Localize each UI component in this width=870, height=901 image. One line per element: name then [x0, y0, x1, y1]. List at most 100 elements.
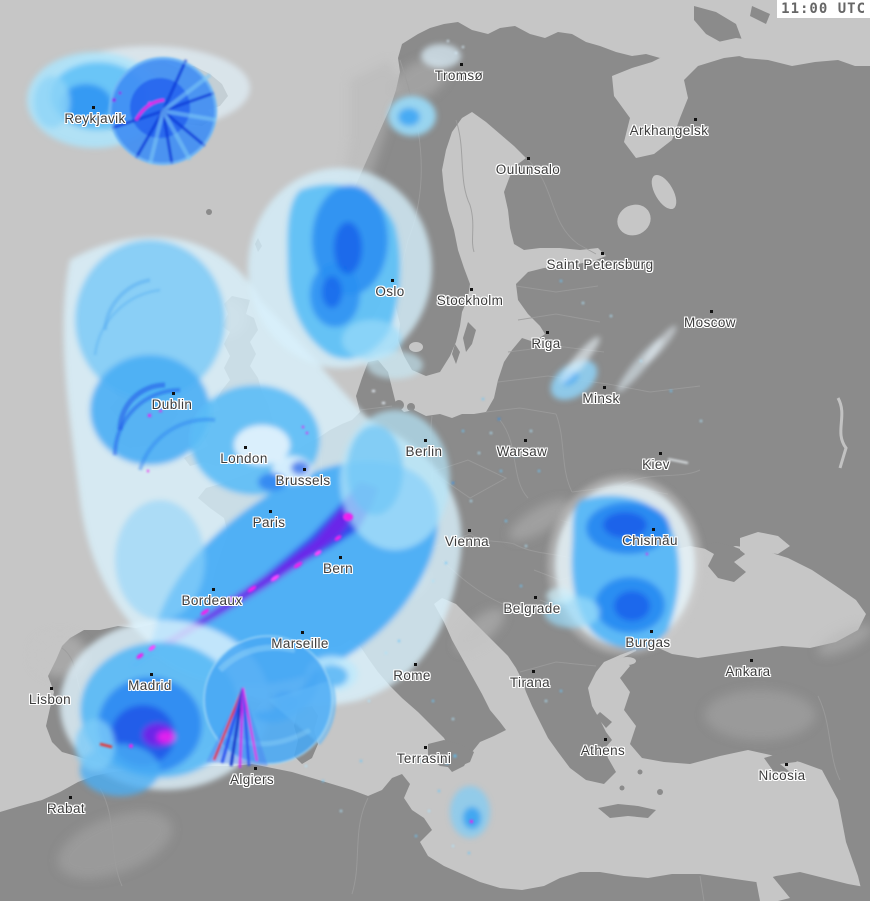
- island-euboea: [596, 712, 612, 728]
- city-label: Nicosia: [758, 768, 806, 783]
- city-label: Paris: [252, 515, 286, 530]
- radar-rings-ireland: [93, 278, 216, 471]
- island-faroe: [206, 209, 212, 215]
- timestamp-badge: 11:00 UTC: [777, 0, 870, 18]
- lake-ladoga: [617, 204, 651, 236]
- city-dot-icon: [172, 392, 175, 395]
- city-label: Bordeaux: [181, 593, 243, 608]
- city-label: Saint Petersburg: [546, 257, 654, 272]
- island-aegean-2: [601, 769, 607, 775]
- city-label: Brussels: [275, 473, 331, 488]
- city-label: Athens: [580, 743, 626, 758]
- city-dot-icon: [524, 439, 527, 442]
- city-label: Algiers: [229, 772, 275, 787]
- island-arctic-small: [750, 6, 770, 24]
- city-label: Berlin: [405, 444, 443, 459]
- island-aegean-4: [637, 769, 643, 775]
- city-label: Burgas: [625, 635, 671, 650]
- island-crete: [598, 804, 656, 818]
- city-label: Chisinău: [622, 533, 678, 548]
- city-dot-icon: [603, 386, 606, 389]
- city-dot-icon: [92, 106, 95, 109]
- city-label: Tirana: [509, 675, 551, 690]
- city-label: Terrasini: [396, 751, 452, 766]
- city-label: Moscow: [684, 315, 736, 330]
- city-dot-icon: [150, 673, 153, 676]
- city-dot-icon: [470, 288, 473, 291]
- city-dot-icon: [468, 529, 471, 532]
- island-gotland: [463, 322, 476, 352]
- magenta-specks-ireland: [147, 410, 162, 472]
- city-dot-icon: [710, 310, 713, 313]
- city-label: Warsaw: [496, 444, 548, 459]
- city-dot-icon: [527, 157, 530, 160]
- island-zealand: [394, 400, 404, 410]
- city-label: Rome: [393, 668, 431, 683]
- island-cyprus: [764, 746, 810, 772]
- black-sea-details: [611, 397, 848, 669]
- city-dot-icon: [424, 746, 427, 749]
- lake-onega: [651, 174, 677, 210]
- city-dot-icon: [750, 659, 753, 662]
- city-label: Ankara: [725, 664, 771, 679]
- timestamp-label: 11:00 UTC: [781, 1, 866, 17]
- city-label: Bern: [322, 561, 354, 576]
- lake-vanern: [409, 342, 423, 352]
- city-dot-icon: [244, 446, 247, 449]
- city-label: Oulunsalo: [495, 162, 561, 177]
- city-label: Vienna: [444, 534, 490, 549]
- city-dot-icon: [460, 63, 463, 66]
- city-label: Tromsø: [434, 68, 484, 83]
- island-oland: [452, 344, 460, 364]
- red-sea-tip: [756, 876, 790, 901]
- city-label: Stockholm: [436, 293, 504, 308]
- city-dot-icon: [303, 468, 306, 471]
- city-dot-icon: [650, 630, 653, 633]
- city-label: Lisbon: [28, 692, 72, 707]
- radar-sweep-spain: [99, 635, 337, 769]
- city-dot-icon: [532, 670, 535, 673]
- city-dot-icon: [69, 796, 72, 799]
- city-label: Riga: [531, 336, 561, 351]
- landmass-eurasia: [46, 22, 870, 901]
- city-dot-icon: [694, 118, 697, 121]
- city-label: Arkhangelsk: [629, 123, 709, 138]
- crimea-peninsula: [700, 542, 748, 582]
- magenta-streaks-france: [136, 426, 353, 659]
- city-label: Belgrade: [503, 601, 561, 616]
- city-dot-icon: [424, 439, 427, 442]
- speckle-layer: [305, 40, 702, 854]
- city-dot-icon: [652, 528, 655, 531]
- city-dot-icon: [659, 452, 662, 455]
- city-dot-icon: [391, 279, 394, 282]
- sea-of-azov: [740, 532, 790, 558]
- white-sea: [612, 38, 768, 158]
- city-dot-icon: [604, 738, 607, 741]
- landmass-africa: [0, 764, 870, 901]
- city-label: Dublin: [151, 397, 193, 412]
- city-label: Marseille: [271, 636, 329, 651]
- volga-reservoir: [836, 397, 848, 469]
- city-label: Kiev: [642, 457, 670, 472]
- island-aegean-3: [619, 785, 625, 791]
- city-dot-icon: [269, 510, 272, 513]
- island-funen: [407, 403, 415, 411]
- island-sicily: [428, 740, 474, 768]
- city-label: London: [220, 451, 268, 466]
- city-dot-icon: [785, 763, 788, 766]
- city-dot-icon: [601, 252, 604, 255]
- precipitation-layer: [27, 44, 703, 838]
- city-dot-icon: [534, 596, 537, 599]
- radar-sweep-iceland: [108, 56, 218, 166]
- island-aegean-1: [585, 755, 591, 761]
- city-dot-icon: [301, 631, 304, 634]
- city-dot-icon: [50, 687, 53, 690]
- city-label: Reykjavik: [64, 111, 126, 126]
- city-dot-icon: [212, 588, 215, 591]
- city-dot-icon: [546, 331, 549, 334]
- magenta-speck-sicily: [470, 820, 473, 823]
- city-label: Rabat: [46, 801, 86, 816]
- island-rhodes: [657, 789, 663, 795]
